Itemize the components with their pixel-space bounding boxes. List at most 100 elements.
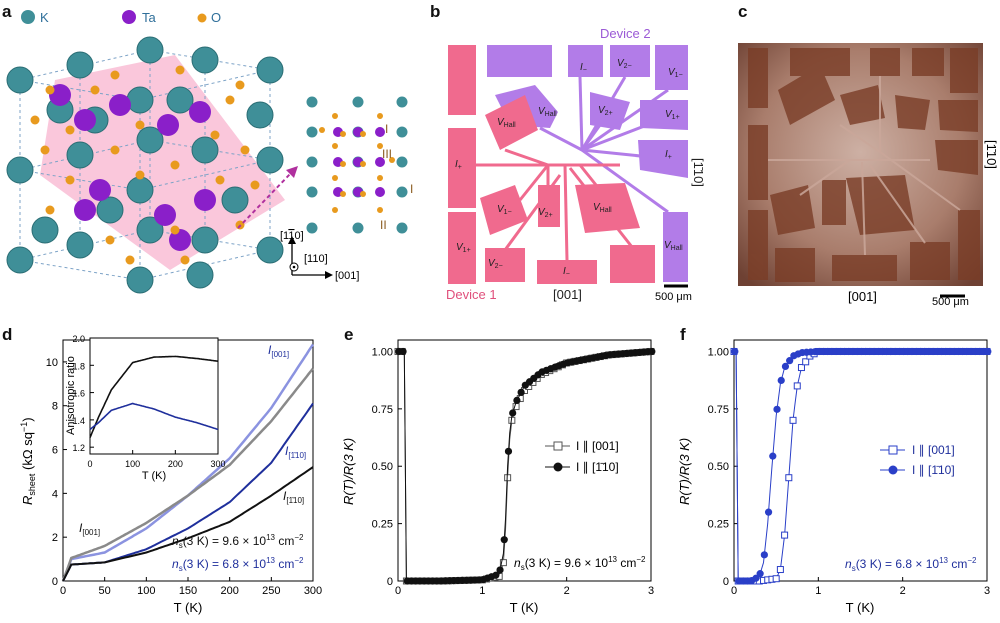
series-line-d-inset xyxy=(89,402,219,431)
panel-e: e 0 1 2 3 0 0.25 0.50 0.75 1.00 T (K) R(T)/R(3 K… xyxy=(341,325,656,615)
svg-text:V1+: V1+ xyxy=(665,109,680,121)
o-atom-projection xyxy=(340,191,346,197)
svg-text:V1−: V1− xyxy=(497,204,512,216)
svg-text:I[001]: I[001] xyxy=(79,521,100,537)
k-atom-projection xyxy=(306,186,318,198)
data-point-circle xyxy=(496,566,504,574)
data-point-square xyxy=(785,474,793,482)
ta-atom-projection xyxy=(375,127,385,137)
ticks-d-inset: 0 100 200 300 1.2 1.4 1.6 1.8 2.0 xyxy=(72,334,225,469)
x-tick-label: 2 xyxy=(900,585,906,597)
crystal-atoms xyxy=(6,36,284,294)
xlabel-f: T (K) xyxy=(846,600,875,615)
y-tick-label: 1.00 xyxy=(708,346,729,358)
x-tick-label: 0 xyxy=(87,459,92,469)
data-point-square xyxy=(776,566,784,574)
data-point-circle xyxy=(752,574,760,582)
y-tick-label: 4 xyxy=(52,488,58,500)
y-tick-label: 6 xyxy=(52,445,58,457)
k-atom-projection xyxy=(352,222,364,234)
ta-atom-projection xyxy=(375,157,385,167)
o-atom-projection xyxy=(332,175,338,181)
o-atom-projection xyxy=(377,113,383,119)
ns-black-d: ns(3 K) = 9.6 × 1013 cm−2 xyxy=(172,533,304,550)
o-atom xyxy=(135,170,145,180)
o-atom xyxy=(180,255,190,265)
xlabel-e: T (K) xyxy=(510,600,539,615)
o-atom-projection xyxy=(377,175,383,181)
o-atom-projection xyxy=(319,127,325,133)
data-point-square xyxy=(789,416,797,424)
scale-label-b: 500 μm xyxy=(655,291,692,303)
ylabel-d: Rsheet (kΩ sq−1) xyxy=(19,417,37,505)
ticks-f: 0 1 2 3 0 0.25 0.50 0.75 1.00 xyxy=(708,346,990,597)
data-point-square xyxy=(499,559,507,567)
ta-legend-icon xyxy=(122,10,136,24)
ticks-e: 0 1 2 3 0 0.25 0.50 0.75 1.00 xyxy=(372,346,654,597)
device-2-label: Device 2 xyxy=(600,26,651,41)
panel-b: b Device 2 Device 1 [001] [1̄10] 500 μm xyxy=(430,2,706,303)
data-point-circle xyxy=(769,452,777,460)
plot-frame-e xyxy=(397,339,652,582)
k-atom xyxy=(126,176,154,204)
k-atom-projection xyxy=(396,126,408,138)
o-atom-projection xyxy=(360,131,366,137)
svg-text:I+: I+ xyxy=(455,159,462,171)
roman-i-lower: I xyxy=(410,182,413,196)
device-2-leads xyxy=(539,76,669,214)
o-atom-projection xyxy=(332,207,338,213)
svg-text:I−: I− xyxy=(580,62,587,74)
curves-f xyxy=(730,347,992,585)
y-tick-label: 1.00 xyxy=(372,346,393,358)
legend-square-f xyxy=(888,445,898,455)
y-tick-label: 0.75 xyxy=(372,404,393,416)
y-tick-label: 0 xyxy=(52,576,58,588)
k-atom-projection xyxy=(396,186,408,198)
k-atom xyxy=(136,216,164,244)
data-point-circle xyxy=(648,347,656,356)
data-point-square xyxy=(802,358,810,366)
legend-110-f: I ∥ [1̄10] xyxy=(912,463,955,477)
ylabel-f: R(T)/R(3 K) xyxy=(677,438,692,505)
svg-text:V2−: V2− xyxy=(617,58,632,70)
k-atom-projection xyxy=(352,96,364,108)
k-atom xyxy=(126,266,154,294)
k-atom xyxy=(6,66,34,94)
k-legend-label: K xyxy=(40,10,49,25)
legend-f: I ∥ [001] I ∥ [1̄10] xyxy=(880,443,955,477)
o-atom xyxy=(210,130,220,140)
plot-frame-f xyxy=(733,339,988,582)
k-atom xyxy=(221,186,249,214)
o-atom xyxy=(215,175,225,185)
data-point-circle xyxy=(756,570,764,578)
k-atom-projection xyxy=(306,156,318,168)
panel-f-label: f xyxy=(680,325,686,344)
x-tick-label: 50 xyxy=(99,585,111,597)
y-tick-label: 0.75 xyxy=(708,404,729,416)
y-tick-label: 0 xyxy=(387,576,393,588)
ta-atom xyxy=(194,189,216,211)
inset-ylabel: Anisotropic ratio xyxy=(65,356,77,435)
roman-ii: II xyxy=(380,218,387,232)
y-tick-label: 1.2 xyxy=(72,443,85,453)
svg-text:I+: I+ xyxy=(665,149,672,161)
k-atom-projection xyxy=(306,96,318,108)
svg-text:I[001]: I[001] xyxy=(268,343,289,359)
data-point-circle xyxy=(786,357,794,365)
data-point-circle xyxy=(773,405,781,413)
k-atom xyxy=(246,101,274,129)
panel-a: a K Ta O I III I II xyxy=(2,2,413,294)
o-atom-projection xyxy=(332,143,338,149)
data-point-circle xyxy=(777,376,785,384)
x-tick-label: 250 xyxy=(262,585,280,597)
y-tick-label: 1.6 xyxy=(72,389,85,399)
hkl-001: [001] xyxy=(335,270,359,282)
projection-arrowhead xyxy=(286,166,298,178)
o-atom xyxy=(225,95,235,105)
k-atom-projection xyxy=(396,156,408,168)
curves-e xyxy=(394,347,656,585)
svg-text:I[1̄10]: I[1̄10] xyxy=(283,489,304,505)
k-atom-projection xyxy=(396,222,408,234)
svg-text:I−: I− xyxy=(563,266,570,278)
k-atom xyxy=(256,146,284,174)
